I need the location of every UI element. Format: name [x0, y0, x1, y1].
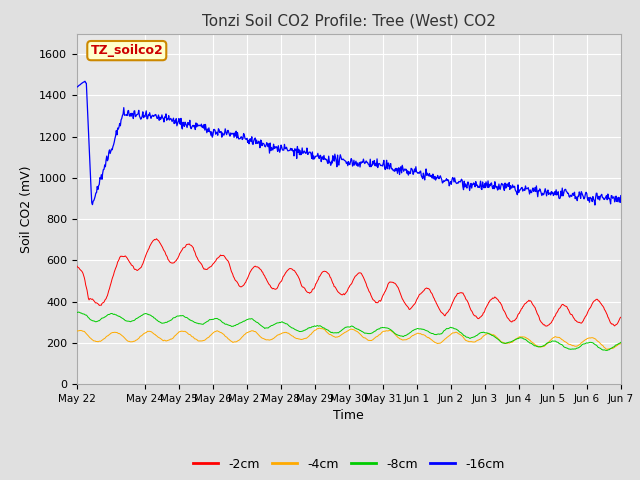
Y-axis label: Soil CO2 (mV): Soil CO2 (mV): [20, 165, 33, 252]
X-axis label: Time: Time: [333, 409, 364, 422]
Text: TZ_soilco2: TZ_soilco2: [90, 44, 163, 57]
Title: Tonzi Soil CO2 Profile: Tree (West) CO2: Tonzi Soil CO2 Profile: Tree (West) CO2: [202, 13, 496, 28]
Legend: -2cm, -4cm, -8cm, -16cm: -2cm, -4cm, -8cm, -16cm: [188, 453, 509, 476]
